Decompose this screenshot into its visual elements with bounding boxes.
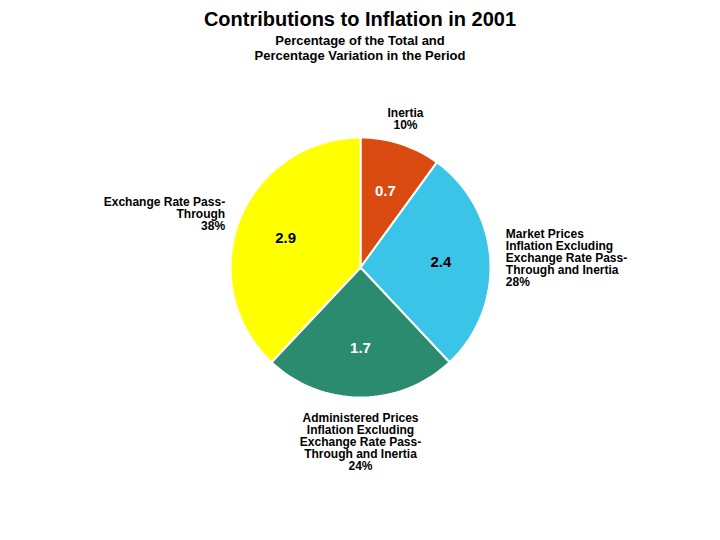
svg-text:2.9: 2.9 [275, 229, 296, 246]
svg-text:Market PricesInflation Excludi: Market PricesInflation ExcludingExchange… [506, 227, 627, 289]
html-text:Contributions to Inflation in: Contributions to Inflation in 2001 [203, 8, 517, 30]
html-text:Percentage of the Total and Pe: Percentage of the Total and Percentage V… [254, 33, 466, 63]
svg-text:Exchange Rate Pass-Through38%: Exchange Rate Pass-Through38% [104, 195, 226, 233]
svg-text:0.7: 0.7 [375, 182, 396, 199]
svg-text:1.7: 1.7 [350, 339, 371, 356]
svg-text:Administered PricesInflation E: Administered PricesInflation ExcludingEx… [300, 411, 421, 473]
svg-text:Inertia10%: Inertia10% [387, 106, 423, 132]
svg-text:2.4: 2.4 [431, 253, 453, 270]
